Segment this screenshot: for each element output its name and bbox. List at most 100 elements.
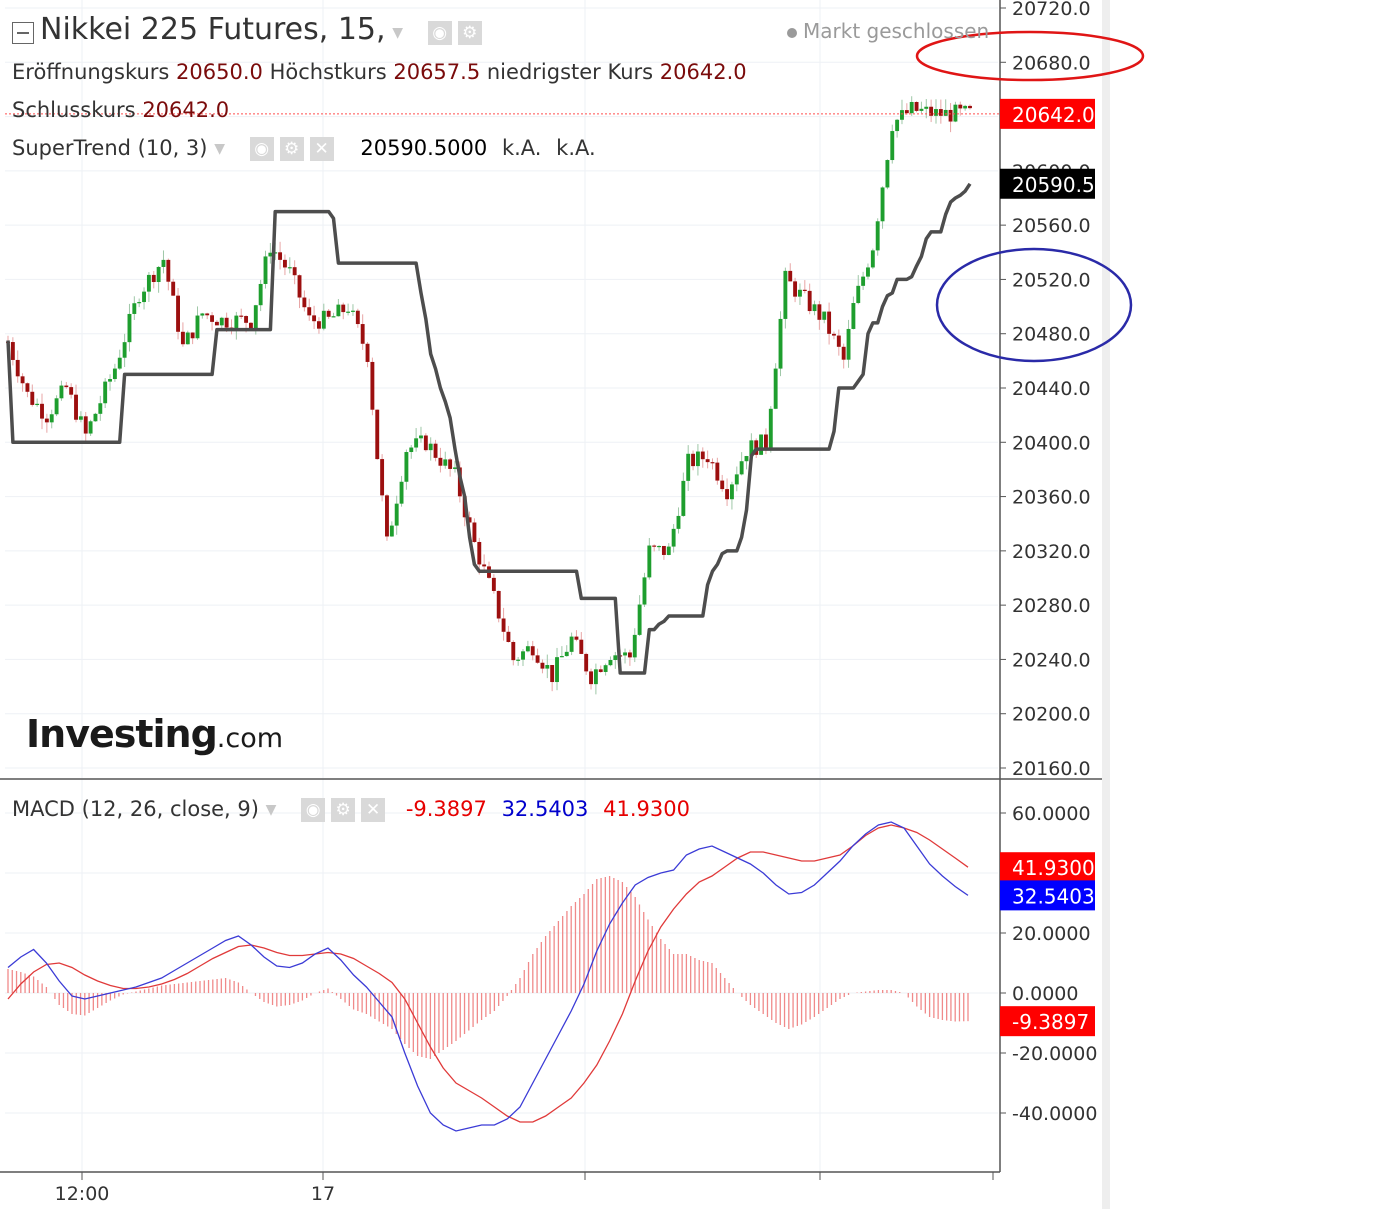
candle-body (234, 315, 239, 330)
candle-body (219, 317, 224, 326)
candle-body (176, 295, 180, 332)
close-icon[interactable]: ✕ (309, 137, 334, 161)
candle-body (778, 318, 783, 369)
candle-body (166, 259, 171, 282)
candle-body (423, 435, 428, 451)
high-label: Höchstkurs (269, 60, 387, 84)
close-value: 20642.0 (142, 98, 230, 122)
candle-body (807, 290, 812, 312)
close-legend: Schlusskurs 20642.0 (12, 98, 229, 122)
histogram-tag (1000, 1006, 1095, 1037)
gear-icon[interactable]: ⚙ (331, 798, 356, 822)
candle-body (525, 646, 530, 652)
candle-body (253, 305, 258, 329)
candle-body (836, 335, 841, 347)
candle-body (632, 634, 637, 658)
candle-body (146, 274, 151, 292)
candle-body (598, 669, 603, 672)
y-tick-label: 60.0000 (1012, 803, 1091, 825)
y-tick-label: 20.0000 (1012, 923, 1091, 945)
y-tick-label: 20720.0 (1012, 0, 1091, 20)
candle-body (195, 315, 200, 339)
candle-body (710, 462, 715, 464)
candle-body (409, 447, 414, 453)
low-value: 20642.0 (659, 60, 747, 84)
candle-body (54, 398, 59, 415)
candle-body (307, 307, 312, 316)
candle-body (540, 662, 545, 669)
close-icon[interactable]: ✕ (361, 798, 386, 822)
main-legend-title: Nikkei 225 Futures, 15, ▼ ◉ ⚙ (12, 12, 488, 47)
candle-body (904, 110, 909, 114)
candle-body (880, 187, 885, 222)
gear-icon[interactable]: ⚙ (279, 137, 304, 161)
candle-body (579, 639, 584, 654)
candle-body (623, 652, 627, 656)
candle-body (593, 669, 598, 685)
y-tick-label: 20520.0 (1012, 269, 1091, 291)
candle-body (10, 342, 15, 360)
y-tick-label: 20680.0 (1012, 52, 1091, 74)
eye-icon[interactable]: ◉ (301, 798, 326, 822)
candle-body (895, 119, 900, 132)
candle-body (98, 403, 103, 414)
candle-body (448, 459, 453, 469)
eye-icon[interactable]: ◉ (249, 137, 274, 161)
candle-body (793, 281, 798, 297)
candle-body (739, 461, 744, 475)
collapse-icon[interactable] (12, 22, 34, 44)
macd-histogram-value: -9.3897 (405, 797, 487, 821)
chevron-down-icon[interactable]: ▼ (392, 25, 403, 41)
y-tick-label: -40.0000 (1012, 1103, 1097, 1125)
eye-icon[interactable]: ◉ (427, 21, 452, 45)
candle-body (15, 359, 20, 377)
candle-body (214, 321, 219, 326)
candle-body (890, 131, 895, 161)
supertrend-tag (1000, 168, 1095, 199)
macd-tag (1000, 880, 1095, 911)
candle-body (103, 381, 108, 404)
candle-body (302, 297, 307, 308)
candle-body (938, 109, 943, 116)
candle-body (608, 660, 613, 666)
candle-body (239, 315, 244, 317)
y-tick-label: 20200.0 (1012, 704, 1091, 726)
y-tick-label: 20280.0 (1012, 595, 1091, 617)
candle-body (802, 289, 807, 291)
candle-body (394, 503, 399, 526)
candle-body (885, 160, 890, 188)
candle-body (866, 267, 870, 277)
candle-body (385, 495, 389, 537)
candle-body (516, 659, 521, 661)
candle-body (827, 311, 832, 334)
candle-body (812, 304, 817, 312)
signal-tag (1000, 852, 1095, 883)
candle-body (171, 281, 176, 296)
candle-body (744, 456, 749, 462)
last-price-tag (1000, 98, 1095, 129)
candle-body (846, 328, 851, 360)
candle-body (200, 313, 205, 316)
candle-body (763, 434, 768, 448)
close-label: Schlusskurs (12, 98, 136, 122)
candle-body (278, 252, 283, 260)
candle-body (759, 434, 764, 455)
chevron-down-icon[interactable]: ▼ (214, 141, 225, 157)
candle-body (370, 361, 375, 410)
candle-body (389, 525, 394, 537)
candle-body (914, 101, 919, 111)
candle-body (321, 310, 326, 329)
candle-body (695, 451, 700, 467)
candle-body (875, 221, 880, 251)
candle-body (258, 283, 263, 306)
candle-body (404, 452, 409, 482)
macd-tag-label: 32.5403 (1012, 884, 1095, 908)
candle-body (292, 267, 297, 276)
candle-body (691, 453, 696, 467)
macd-value: 32.5403 (501, 797, 589, 821)
candle-body (666, 546, 671, 555)
candle-body (64, 385, 69, 388)
chevron-down-icon[interactable]: ▼ (265, 802, 277, 818)
gear-icon[interactable]: ⚙ (457, 21, 482, 45)
